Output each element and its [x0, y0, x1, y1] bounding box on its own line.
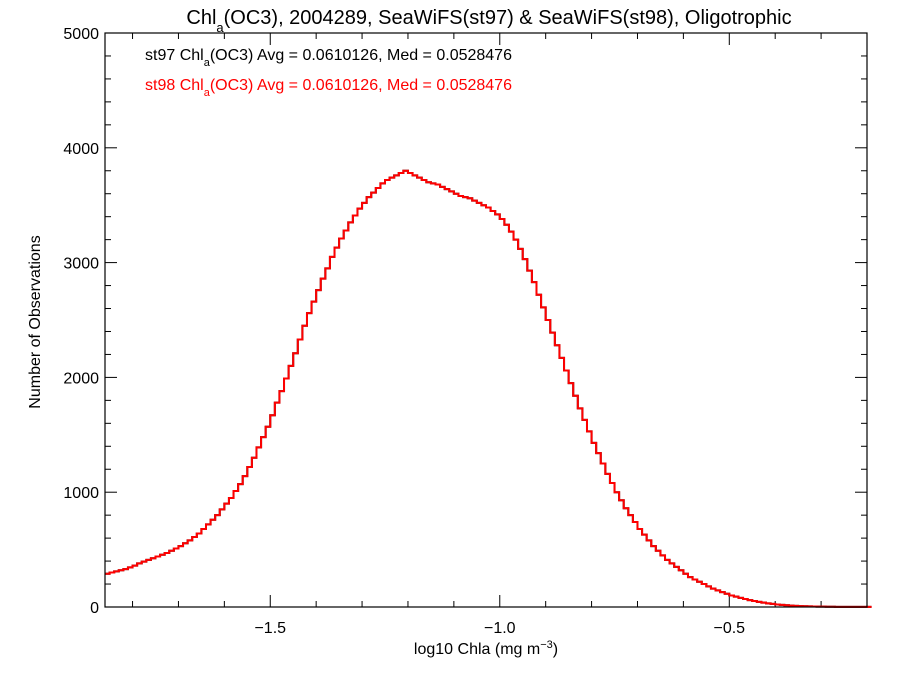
plot-frame	[104, 32, 868, 608]
y-tick-label: 4000	[63, 141, 99, 158]
series-layer	[105, 169, 872, 608]
series-line-st97	[105, 169, 872, 608]
x-axis-label: log10 Chla (mg m−3)	[414, 639, 558, 658]
chart-title: Chla(OC3), 2004289, SeaWiFS(st97) & SeaW…	[186, 7, 791, 35]
x-tick-label: −1.5	[254, 620, 286, 637]
y-tick-label: 3000	[63, 256, 99, 273]
x-tick-label: −0.5	[713, 620, 745, 637]
y-tick-label: 1000	[63, 485, 99, 502]
series-line-st98	[105, 169, 872, 608]
annotation-st97: st97 Chla(OC3) Avg = 0.0610126, Med = 0.…	[145, 47, 512, 69]
y-tick-label: 0	[90, 600, 99, 617]
axis-ticks: −1.5 −1.0 −0.5 0 1000 2000 3000 4000 5000	[63, 26, 868, 637]
x-tick-label: −1.0	[484, 620, 516, 637]
y-tick-label: 2000	[63, 370, 99, 387]
annotation-st98: st98 Chla(OC3) Avg = 0.0610126, Med = 0.…	[145, 77, 512, 99]
y-tick-label: 5000	[63, 26, 99, 43]
y-axis-label: Number of Observations	[27, 235, 44, 408]
